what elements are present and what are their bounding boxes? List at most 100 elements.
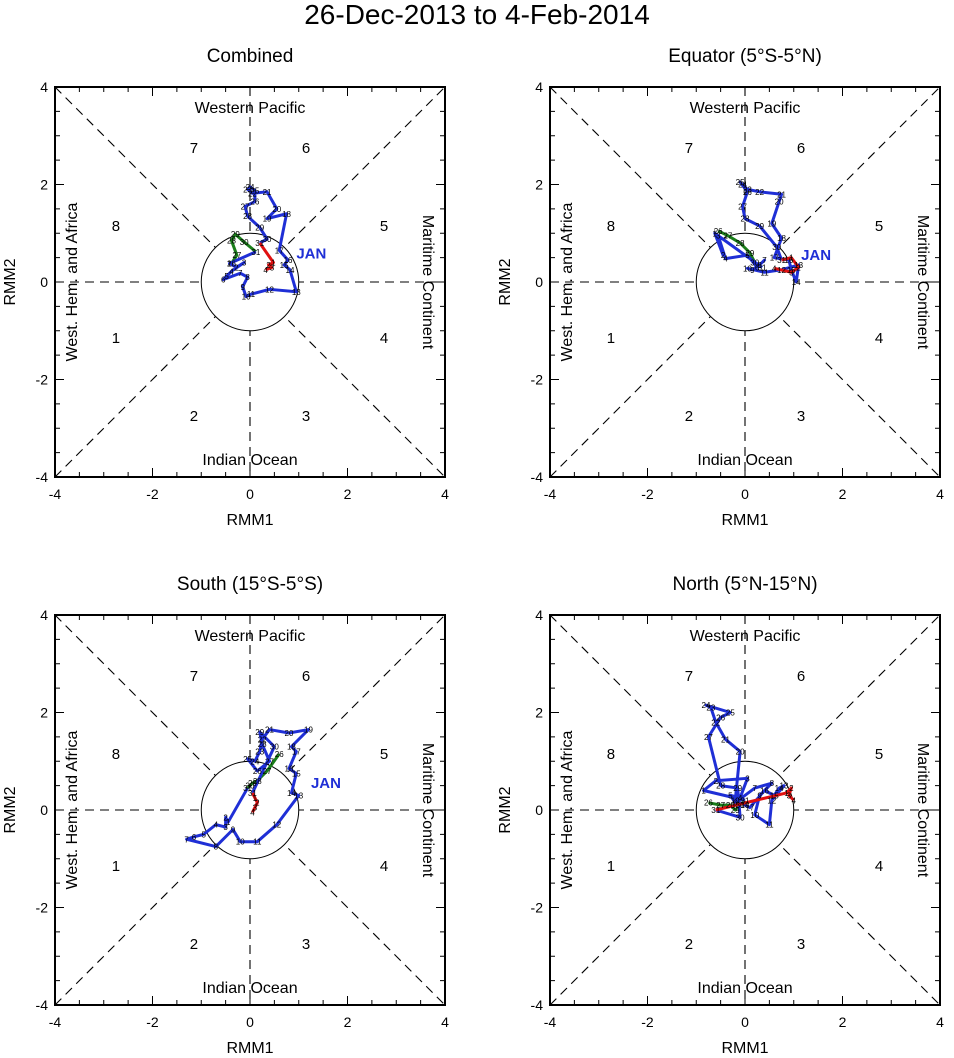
y-tick-label: 0 [40,274,48,290]
day-label: 24 [250,757,259,766]
day-label: 29 [255,728,264,737]
trajectory-december [246,753,281,790]
phase-number-5: 5 [380,746,388,763]
phase-number-6: 6 [797,140,805,157]
day-label: 27 [704,733,713,742]
day-label: 29 [231,230,240,239]
x-tick-label: -4 [544,486,557,502]
day-label: 19 [731,796,740,805]
day-label: 1 [713,229,718,238]
phase-number-8: 8 [112,746,120,763]
day-label: 28 [716,782,725,791]
day-label: 23 [243,185,252,194]
y-tick-label: -2 [36,900,49,916]
day-label: 29 [255,223,264,232]
unit-circle [200,232,300,332]
day-label: 30 [263,235,272,244]
day-label: 29 [731,806,740,815]
region-label-left: West. Hem. and Africa [559,202,576,361]
day-label: 21 [777,190,786,199]
day-label: 31 [251,248,260,257]
day-label: 11 [760,268,769,277]
y-axis-label: RMM2 [2,786,19,833]
x-axis-label: RMM1 [721,1040,768,1057]
day-label: 7 [238,269,243,278]
phase-number-7: 7 [190,140,198,157]
day-label: 31 [777,256,786,265]
phase-number-1: 1 [112,858,120,875]
day-label: 30 [736,813,745,822]
month-label: JAN [311,775,341,792]
day-label: 8 [245,273,250,282]
day-label: 23 [706,704,715,713]
day-label: 10 [743,264,752,273]
panel-title: North (5°N-15°N) [672,574,817,595]
day-label: 28 [736,239,745,248]
phase-panel-4: North (5°N-15°N)-4 -2 0 2 4-4-2024RMM1RMM2We… [497,574,944,1057]
phase-number-7: 7 [685,668,693,685]
day-label: 9 [757,791,762,800]
day-label: 26 [227,259,236,268]
x-tick-label: 2 [344,1014,352,1030]
day-label: 4 [263,266,268,275]
day-label: 31 [255,239,264,248]
y-tick-label: -4 [531,997,544,1013]
day-label: 2 [266,261,271,270]
y-tick-label: -4 [36,469,49,485]
day-label: 20 [736,748,745,757]
trajectory-january [185,728,310,849]
day-label: 12 [777,266,786,275]
trajectory-february [773,256,801,274]
x-tick-label: -2 [641,1014,654,1030]
day-label: 3 [787,791,792,800]
day-label: 4 [723,255,728,264]
day-label: 2 [255,799,260,808]
day-label: 17 [292,748,301,757]
day-label: 20 [285,729,294,738]
day-label: 26 [743,188,752,197]
panel-title: South (15°S-5°S) [177,574,323,595]
region-label-bottom: Indian Ocean [697,980,792,997]
y-tick-label: 0 [535,274,543,290]
panel-title: Combined [207,46,294,67]
day-label: 27 [738,202,747,211]
day-label: 27 [263,767,272,776]
region-label-top: Western Pacific [690,628,801,645]
day-label: 10 [750,811,759,820]
phase-number-7: 7 [190,668,198,685]
day-label: 6 [221,276,226,285]
trajectory-february [258,242,275,272]
day-label: 14 [792,278,801,287]
day-label: 28 [726,801,735,810]
day-label: 21 [263,188,272,197]
phase-panel-2: Equator (5°S-5°N)-4 -2 0 2 4-4-2024RMM1RMM2W… [497,46,944,529]
day-label: 4 [250,808,255,817]
day-label: 30 [772,243,781,252]
day-label: 19 [263,215,272,224]
day-label: 7 [762,256,767,265]
phase-number-4: 4 [380,858,388,875]
day-label: 23 [255,748,264,757]
phase-number-8: 8 [607,746,615,763]
day-label: 25 [736,178,745,187]
day-label: 14 [287,789,296,798]
day-label: 27 [241,202,250,211]
phase-number-1: 1 [607,330,615,347]
day-label: 10 [242,293,251,302]
day-label: 21 [265,726,274,735]
day-label: 26 [704,799,713,808]
day-label: 26 [253,767,262,776]
day-label: 30 [270,743,279,752]
day-label: 4 [772,264,777,273]
y-tick-label: 2 [40,705,48,721]
day-label: 18 [741,801,750,810]
day-label: 24 [702,701,711,710]
day-label: 13 [292,288,301,297]
phase-number-2: 2 [190,408,198,425]
y-axis-label: RMM2 [497,258,514,305]
phase-number-1: 1 [112,330,120,347]
phase-number-4: 4 [875,858,883,875]
day-label: 14 [775,784,784,793]
day-label: 3 [789,268,794,277]
day-label: 30 [240,238,249,247]
